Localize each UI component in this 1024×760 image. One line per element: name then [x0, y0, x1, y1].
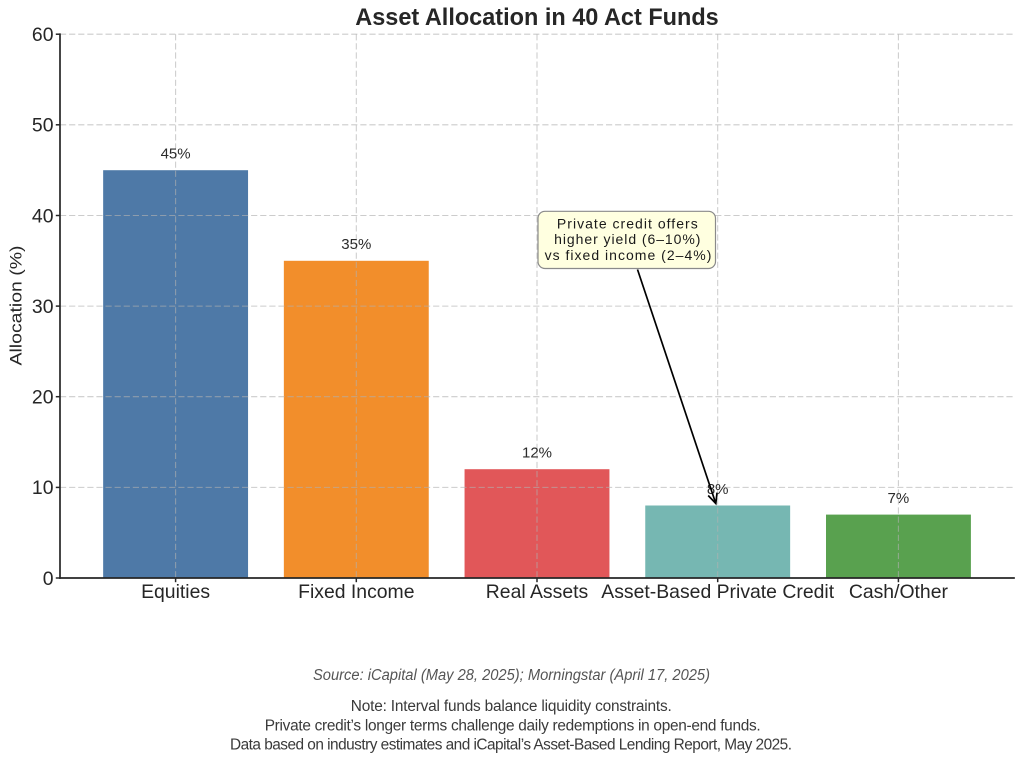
svg-text:12%: 12% — [522, 445, 552, 462]
svg-text:7%: 7% — [888, 490, 910, 507]
svg-text:45%: 45% — [161, 145, 191, 162]
svg-text:Source: iCapital (May 28, 2025: Source: iCapital (May 28, 2025); Morning… — [313, 667, 710, 684]
svg-text:50: 50 — [32, 115, 54, 137]
svg-text:60: 60 — [32, 24, 54, 46]
svg-text:vs fixed income (2–4%): vs fixed income (2–4%) — [545, 247, 712, 263]
svg-text:Cash/Other: Cash/Other — [849, 581, 949, 603]
svg-text:Asset-Based Private Credit: Asset-Based Private Credit — [601, 581, 834, 603]
svg-text:Asset Allocation in 40 Act Fun: Asset Allocation in 40 Act Funds — [355, 4, 719, 31]
svg-text:10: 10 — [32, 477, 54, 499]
svg-text:Equities: Equities — [141, 581, 210, 603]
svg-text:Data based on industry estimat: Data based on industry estimates and iCa… — [230, 737, 792, 754]
svg-text:Private credit’s longer terms: Private credit’s longer terms challenge … — [265, 717, 761, 734]
svg-text:40: 40 — [32, 205, 54, 227]
svg-text:8%: 8% — [707, 481, 729, 498]
svg-text:0: 0 — [43, 568, 54, 590]
svg-text:Note: Interval funds balance l: Note: Interval funds balance liquidity c… — [351, 698, 672, 715]
svg-text:Fixed Income: Fixed Income — [298, 581, 414, 603]
svg-text:Real Assets: Real Assets — [486, 581, 588, 603]
svg-text:Private credit offers: Private credit offers — [557, 215, 698, 231]
svg-text:35%: 35% — [341, 236, 371, 253]
svg-text:20: 20 — [32, 387, 54, 409]
svg-text:30: 30 — [32, 296, 54, 318]
svg-text:higher yield (6–10%): higher yield (6–10%) — [554, 231, 700, 247]
svg-text:Allocation (%): Allocation (%) — [6, 246, 25, 366]
